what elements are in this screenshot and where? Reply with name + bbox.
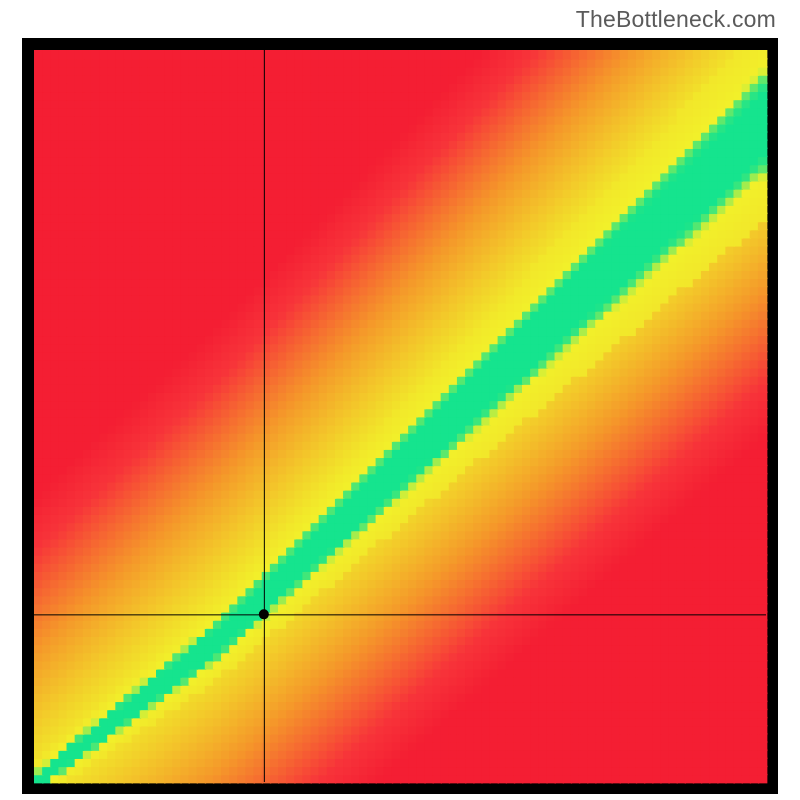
watermark-text: TheBottleneck.com <box>576 6 776 33</box>
chart-container: TheBottleneck.com <box>0 0 800 800</box>
chart-frame <box>22 38 778 794</box>
heatmap-canvas <box>22 38 778 794</box>
